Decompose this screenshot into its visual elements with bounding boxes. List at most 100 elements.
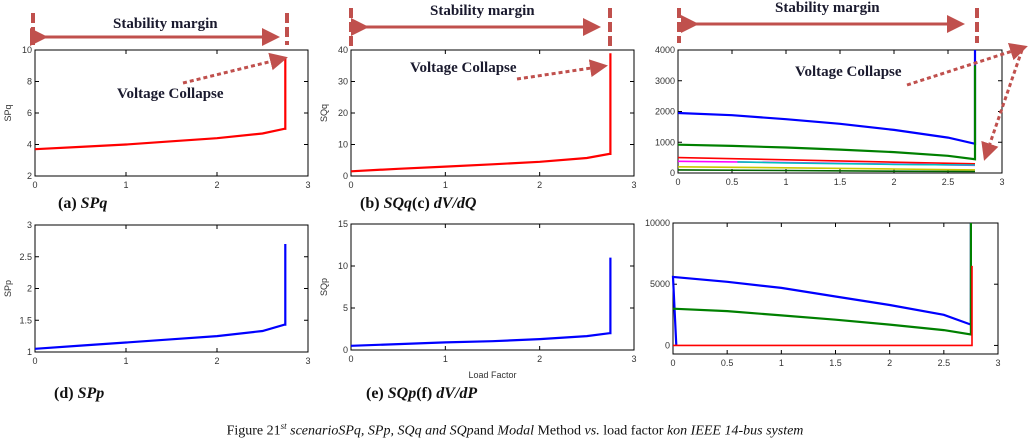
series-line-0 [34,57,287,151]
y-tick-label: 4000 [655,45,675,55]
caption-part: load factor [599,423,667,439]
y-tick-label: 4 [27,140,32,150]
panel-prefix-c: (c) [412,195,434,212]
x-tick-label: 0 [348,354,353,364]
stability-margin-label-a: Stability margin [113,16,218,32]
x-tick-label: 1 [123,356,128,366]
panel-name-f: dV/dP [436,385,478,402]
x-tick-label: 3 [995,358,1000,368]
panel-label-b: (b) SQq(c) dV/dQ [360,195,476,213]
x-tick-label: 1.5 [829,358,842,368]
x-tick-label: 0 [675,177,680,187]
x-tick-label: 2.5 [942,177,955,187]
y-tick-label: 1.5 [19,315,32,325]
series-line-5 [677,166,976,171]
panel-prefix-f: (f) [416,385,437,402]
x-tick-label: 1 [779,358,784,368]
x-tick-label: 2 [891,177,896,187]
y-axis-label: SQp [319,278,329,296]
chart-c: 0 0.5 1 1.5 2 2.5 3 0 1000 2000 3000 4000 [655,45,1005,187]
y-tick-label: 2 [27,284,32,294]
y-tick-label: 20 [338,108,348,118]
y-tick-label: 3 [27,220,32,230]
series-line-0 [350,53,612,173]
x-tick-label: 2 [887,358,892,368]
plot-frame [34,49,309,177]
x-tick-label: 2 [537,354,542,364]
voltage-collapse-arrow [906,43,1028,87]
chart-a: 0 1 2 3 2 4 6 8 10 SPq [3,45,311,190]
x-tick-label: 0.5 [726,177,739,187]
series-line-4 [737,161,976,166]
y-tick-label: 15 [338,219,348,229]
y-tick-label: 5000 [650,279,670,289]
y-tick-label: 2 [27,171,32,181]
panel-name: SPp [77,385,105,402]
x-tick-label: 2.5 [938,358,951,368]
x-tick-label: 1 [783,177,788,187]
y-tick-label: 0 [343,171,348,181]
series-line-1 [677,65,977,161]
x-tick-label: 1.5 [834,177,847,187]
x-tick-label: 3 [305,180,310,190]
figure-caption: Figure 21st scenarioSPq, SPp, SQq and SQ… [0,421,1030,440]
panel-name: SPq [80,195,108,212]
y-tick-label: 10 [338,261,348,271]
x-tick-label: 3 [305,356,310,366]
x-tick-label: 0 [670,358,675,368]
caption-sup: st [280,421,287,431]
x-tick-label: 0 [32,180,37,190]
series-line-0 [34,244,287,350]
x-tick-label: 0 [348,180,353,190]
series-line-0 [350,257,612,347]
voltage-collapse-arrow [981,49,1024,161]
y-tick-label: 1000 [655,137,675,147]
x-tick-label: 3 [631,180,636,190]
y-axis-label: SPp [3,280,13,297]
x-tick-label: 2 [214,356,219,366]
caption-part: vs. [584,423,600,439]
x-tick-label: 3 [999,177,1004,187]
caption-part: Figure 2 [226,423,274,439]
caption-part: scenarioSPq, SPp, SQq and SQp [286,423,474,439]
voltage-collapse-label-c: Voltage Collapse [795,64,902,80]
y-tick-label: 30 [338,77,348,87]
y-tick-label: 0 [670,168,675,178]
y-tick-label: 0 [343,345,348,355]
y-tick-label: 40 [338,45,348,55]
panel-name: SQq [383,195,413,212]
panel-prefix: (e) [366,385,388,402]
stability-margin-label-b: Stability margin [430,3,535,19]
caption-part: and [473,423,498,439]
y-tick-label: 5 [343,303,348,313]
x-tick-label: 1 [443,354,448,364]
caption-part: Method [533,423,585,439]
y-tick-label: 8 [27,77,32,87]
x-tick-label: 2 [214,180,219,190]
series-line-0 [671,223,973,346]
y-tick-label: 6 [27,108,32,118]
y-tick-label: 3000 [655,76,675,86]
y-tick-label: 2.5 [19,252,32,262]
x-axis-label: Load Factor [468,370,516,380]
series-line-2 [673,265,973,347]
panel-prefix: (b) [360,195,384,212]
panel-prefix: (a) [58,195,81,212]
x-tick-label: 0 [32,356,37,366]
y-tick-label: 2000 [655,107,675,117]
panel-label-a: (a) SPq [58,195,107,213]
x-tick-label: 3 [631,354,636,364]
caption-part: Modal [497,423,534,439]
voltage-collapse-label-b: Voltage Collapse [410,60,517,76]
series-line-2 [677,156,976,165]
y-tick-label: 0 [665,340,670,350]
y-axis-label: SPq [3,104,13,121]
stability-margin-label-c: Stability margin [775,0,880,16]
caption-part: kon IEEE 14-bus system [666,423,804,439]
plot-frame [34,224,309,353]
voltage-collapse-label-a: Voltage Collapse [117,86,224,102]
series-line-1 [672,223,973,336]
chart-f: 0 0.5 1 1.5 2 2.5 3 0 5000 10000 [645,218,1001,368]
